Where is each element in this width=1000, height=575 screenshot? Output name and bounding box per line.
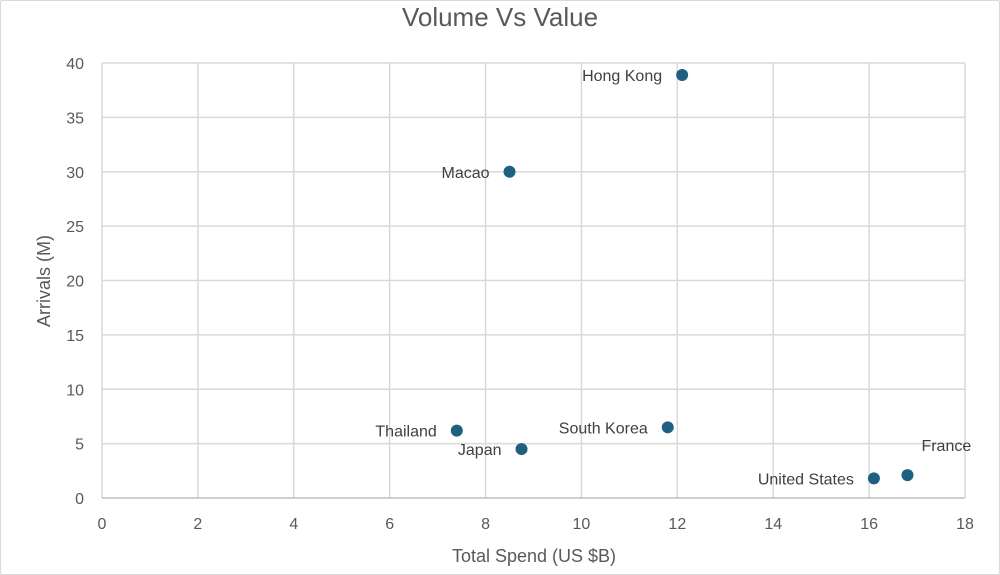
data-label: France <box>921 438 971 455</box>
y-tick-label: 30 <box>66 165 84 182</box>
grid <box>101 62 966 499</box>
data-point <box>515 443 528 456</box>
data-point <box>901 469 914 482</box>
x-tick-label: 16 <box>860 516 878 533</box>
y-tick-label: 35 <box>66 110 84 127</box>
data-labels: Hong Kong Macao Thailand Japan South Korea Un… <box>375 68 971 488</box>
x-tick-label: 6 <box>385 516 394 533</box>
data-label: South Korea <box>559 420 648 437</box>
data-label: United States <box>758 471 854 488</box>
x-axis-label: Total Spend (US $B) <box>452 546 616 566</box>
chart-title: Volume Vs Value <box>402 2 598 32</box>
x-tick-label: 10 <box>573 516 591 533</box>
data-points <box>450 68 914 485</box>
x-tick-label: 18 <box>956 516 974 533</box>
data-label: Hong Kong <box>582 68 662 85</box>
y-tick-label: 0 <box>75 491 84 508</box>
x-tick-label: 2 <box>193 516 202 533</box>
data-point <box>503 165 516 178</box>
data-label: Japan <box>458 442 502 459</box>
y-tick-label: 10 <box>66 382 84 399</box>
data-label: Thailand <box>375 424 436 441</box>
x-tick-label: 0 <box>98 516 107 533</box>
x-tick-label: 4 <box>289 516 298 533</box>
x-tick-label: 12 <box>668 516 686 533</box>
data-point <box>676 68 689 81</box>
data-label: Macao <box>441 165 489 182</box>
y-tick-label: 25 <box>66 219 84 236</box>
x-tick-label: 8 <box>481 516 490 533</box>
tick-labels: 0 2 4 6 8 10 12 14 16 18 0 5 10 15 20 25 30 35 40 <box>66 56 974 533</box>
y-axis-label: Arrivals (M) <box>34 235 54 327</box>
data-point <box>450 424 463 437</box>
y-tick-label: 40 <box>66 56 84 73</box>
y-tick-label: 20 <box>66 274 84 291</box>
x-tick-label: 14 <box>764 516 782 533</box>
y-tick-label: 15 <box>66 328 84 345</box>
data-point <box>867 472 880 485</box>
data-point <box>661 421 674 434</box>
y-tick-label: 5 <box>75 437 84 454</box>
